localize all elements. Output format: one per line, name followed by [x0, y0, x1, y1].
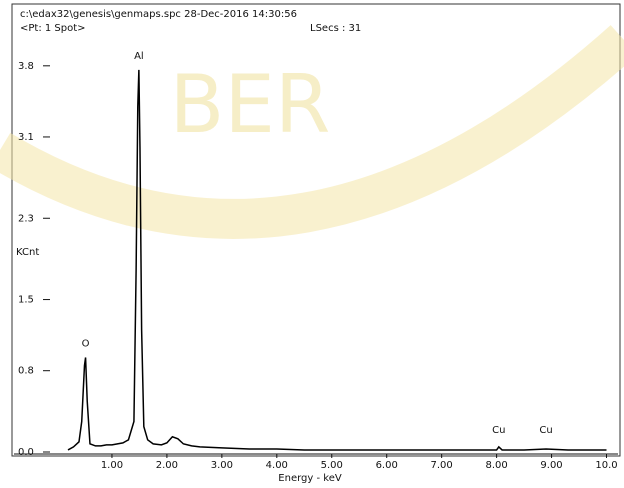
x-tick-label: 9.00	[540, 460, 562, 471]
peak-label: Al	[134, 51, 144, 62]
x-axis-label: Energy - keV	[278, 473, 342, 484]
y-tick-label: 2.3	[18, 213, 34, 224]
y-tick-label: 0.8	[18, 366, 34, 377]
subheader: <Pt: 1 Spot>	[20, 23, 86, 34]
header: c:\edax32\genesis\genmaps.spc 28-Dec-201…	[20, 9, 297, 20]
x-tick-label: 10.0	[595, 460, 617, 471]
x-tick-label: 8.00	[485, 460, 507, 471]
live-seconds: LSecs : 31	[310, 23, 361, 34]
spectrum-line	[67, 69, 607, 451]
x-tick-label: 7.00	[431, 460, 453, 471]
y-tick-label: 3.8	[18, 61, 34, 72]
y-axis-label: KCnt	[16, 247, 39, 258]
x-tick-label: 3.00	[211, 460, 233, 471]
peak-label: Cu	[492, 425, 505, 436]
watermark: BER	[169, 58, 330, 151]
y-tick-label: 0.0	[18, 447, 34, 458]
x-tick-label: 5.00	[321, 460, 343, 471]
watermark-arc	[0, 25, 624, 239]
x-tick-label: 1.00	[101, 460, 123, 471]
peak-label: Cu	[539, 425, 552, 436]
y-tick-label: 1.5	[18, 295, 34, 306]
x-tick-label: 4.00	[266, 460, 288, 471]
peak-label: O	[82, 338, 90, 349]
x-tick-label: 6.00	[376, 460, 398, 471]
x-tick-label: 2.00	[156, 460, 178, 471]
y-tick-label: 3.1	[18, 132, 34, 143]
